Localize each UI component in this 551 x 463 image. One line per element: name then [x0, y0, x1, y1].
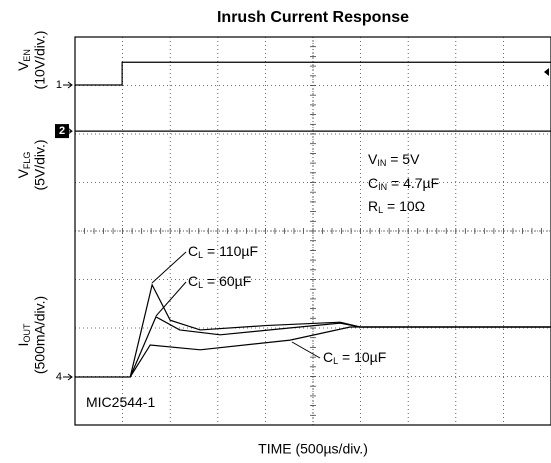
leader-line	[291, 341, 321, 359]
label-sub: EN	[22, 49, 32, 62]
annotation: RL = 10Ω	[368, 198, 425, 216]
trigger-marker	[544, 68, 549, 76]
annotation-rest: = 60µF	[203, 273, 251, 289]
annotation-sub: L	[198, 250, 203, 260]
annotation: MIC2544-1	[86, 394, 155, 410]
annotation-main: R	[368, 198, 378, 214]
annotation-sub: L	[378, 205, 383, 215]
channel-marker: 1	[56, 79, 62, 91]
annotation-main: C	[323, 349, 333, 365]
trace	[75, 61, 551, 86]
y-axis-label: VEN	[15, 49, 33, 71]
label-main: V	[15, 61, 31, 71]
chart-title: Inrush Current Response	[217, 9, 409, 26]
trace	[129, 326, 551, 378]
annotation: CL = 60µF	[188, 273, 251, 291]
channel-box	[55, 124, 69, 139]
plot-frame	[74, 36, 551, 426]
y-axis-scale: (10V/div.)	[32, 31, 48, 90]
channel-arrow	[63, 127, 73, 135]
annotation-rest: = 10µF	[338, 349, 386, 365]
annotation-rest: = 4.7µF	[387, 175, 439, 191]
annotation: CIN = 4.7µF	[368, 175, 439, 193]
label-sub: FLG	[22, 152, 32, 170]
annotation: CL = 10µF	[323, 349, 386, 367]
annotation: VIN = 5V	[368, 151, 420, 169]
leader-line	[155, 281, 187, 317]
annotation-sub: IN	[378, 182, 387, 192]
annotation-main: C	[188, 273, 198, 289]
annotation-main: C	[368, 175, 378, 191]
channel-marker: 2	[59, 125, 65, 137]
trace	[129, 315, 551, 378]
y-axis-scale: (5V/div.)	[32, 139, 48, 190]
channel-arrow	[63, 81, 73, 89]
annotation: CL = 110µF	[188, 243, 258, 261]
annotation-main: V	[368, 151, 378, 167]
label-sub: OUT	[22, 323, 32, 343]
annotation-sub: L	[333, 356, 338, 366]
annotation-sub: L	[198, 280, 203, 290]
annotation-main: MIC2544-1	[86, 394, 155, 410]
x-axis-label: TIME (500µs/div.)	[258, 441, 368, 457]
annotation-sub: IN	[377, 158, 386, 168]
annotation-rest: = 10Ω	[383, 198, 425, 214]
channel-arrow	[63, 373, 73, 381]
leader-line	[151, 251, 187, 284]
annotation-rest: = 5V	[386, 151, 420, 167]
annotation-main: C	[188, 243, 198, 259]
channel-marker: 4	[56, 371, 62, 383]
label-main: I	[15, 343, 31, 347]
y-axis-label: IOUT	[15, 323, 33, 346]
annotation-rest: = 110µF	[203, 243, 258, 259]
y-axis-label: VFLG	[15, 152, 33, 179]
label-main: V	[15, 168, 31, 178]
y-axis-scale: (500mA/div.)	[32, 296, 48, 374]
